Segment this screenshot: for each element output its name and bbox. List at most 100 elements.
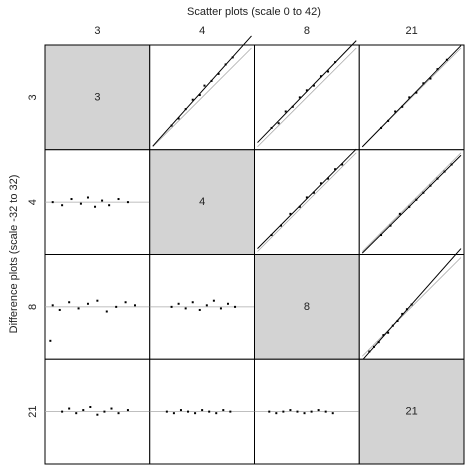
point	[86, 196, 89, 199]
diagonal-cell	[254, 254, 360, 360]
point	[377, 341, 380, 344]
point	[198, 94, 201, 97]
point	[170, 305, 173, 308]
point	[203, 84, 206, 87]
point	[312, 191, 315, 194]
point	[191, 98, 194, 101]
point	[324, 410, 327, 413]
diagonal-label: 4	[199, 196, 205, 208]
point	[70, 198, 73, 201]
point	[124, 301, 127, 304]
point	[184, 108, 187, 111]
diagonal-label: 3	[94, 91, 100, 103]
point	[387, 331, 390, 334]
point	[303, 412, 306, 415]
point	[284, 110, 287, 113]
point	[405, 308, 408, 311]
point	[305, 196, 308, 199]
point	[208, 410, 211, 413]
point	[187, 410, 190, 413]
identity-line	[257, 47, 357, 148]
point	[198, 308, 201, 311]
point	[296, 410, 299, 413]
point	[133, 304, 136, 307]
point	[177, 302, 180, 305]
point	[108, 204, 111, 207]
point	[443, 170, 446, 173]
point	[58, 308, 61, 311]
point	[317, 409, 320, 412]
point	[270, 126, 273, 129]
identity-line	[152, 47, 252, 148]
point	[291, 105, 294, 108]
point	[117, 198, 120, 201]
identity-line	[257, 152, 357, 252]
point	[231, 56, 234, 59]
point	[398, 212, 401, 215]
point	[401, 105, 404, 108]
point	[380, 126, 383, 129]
point	[61, 410, 64, 413]
point	[184, 307, 187, 310]
point	[277, 122, 280, 125]
point	[368, 350, 371, 353]
point	[205, 304, 208, 307]
point	[310, 410, 313, 413]
point	[282, 410, 285, 413]
point	[391, 324, 394, 327]
point	[270, 234, 273, 237]
diagonal-cell	[44, 44, 151, 151]
diagonal-label: 8	[304, 301, 310, 313]
point	[165, 410, 168, 413]
point	[280, 224, 283, 227]
point	[436, 68, 439, 71]
point	[415, 91, 418, 94]
point	[341, 163, 344, 166]
point	[126, 201, 129, 204]
point	[298, 205, 301, 208]
point	[61, 204, 64, 207]
identity-line	[361, 152, 462, 252]
fit-line	[257, 148, 357, 249]
point	[305, 89, 308, 92]
chart-title: Scatter plots (scale 0 to 42)	[187, 6, 321, 18]
point	[191, 301, 194, 304]
point	[170, 124, 173, 127]
point	[319, 182, 322, 185]
point	[82, 409, 85, 412]
point	[319, 75, 322, 78]
y-axis-title: Difference plots (scale -32 to 32)	[8, 175, 20, 334]
diagonal-label: 21	[406, 406, 418, 418]
point	[289, 212, 292, 215]
point	[96, 413, 99, 416]
diagonal-cell	[149, 149, 255, 255]
point	[219, 307, 222, 310]
point	[394, 110, 397, 113]
point	[408, 205, 411, 208]
point	[177, 117, 180, 120]
point	[224, 63, 227, 66]
point	[210, 79, 213, 82]
column-label: 3	[94, 25, 100, 37]
point	[94, 205, 97, 208]
point	[401, 312, 404, 315]
column-label: 4	[199, 25, 205, 37]
point	[115, 305, 118, 308]
point	[79, 202, 82, 205]
point	[105, 310, 108, 313]
point	[222, 409, 225, 412]
point	[396, 319, 399, 322]
point	[201, 409, 204, 412]
point	[334, 61, 337, 64]
point	[380, 234, 383, 237]
row-label: 3	[27, 94, 39, 100]
fit-line	[257, 40, 357, 143]
point	[212, 299, 215, 302]
point	[331, 412, 334, 415]
point	[77, 307, 80, 310]
point	[103, 410, 106, 413]
row-label: 21	[27, 406, 39, 418]
point	[422, 82, 425, 85]
point	[298, 96, 301, 99]
